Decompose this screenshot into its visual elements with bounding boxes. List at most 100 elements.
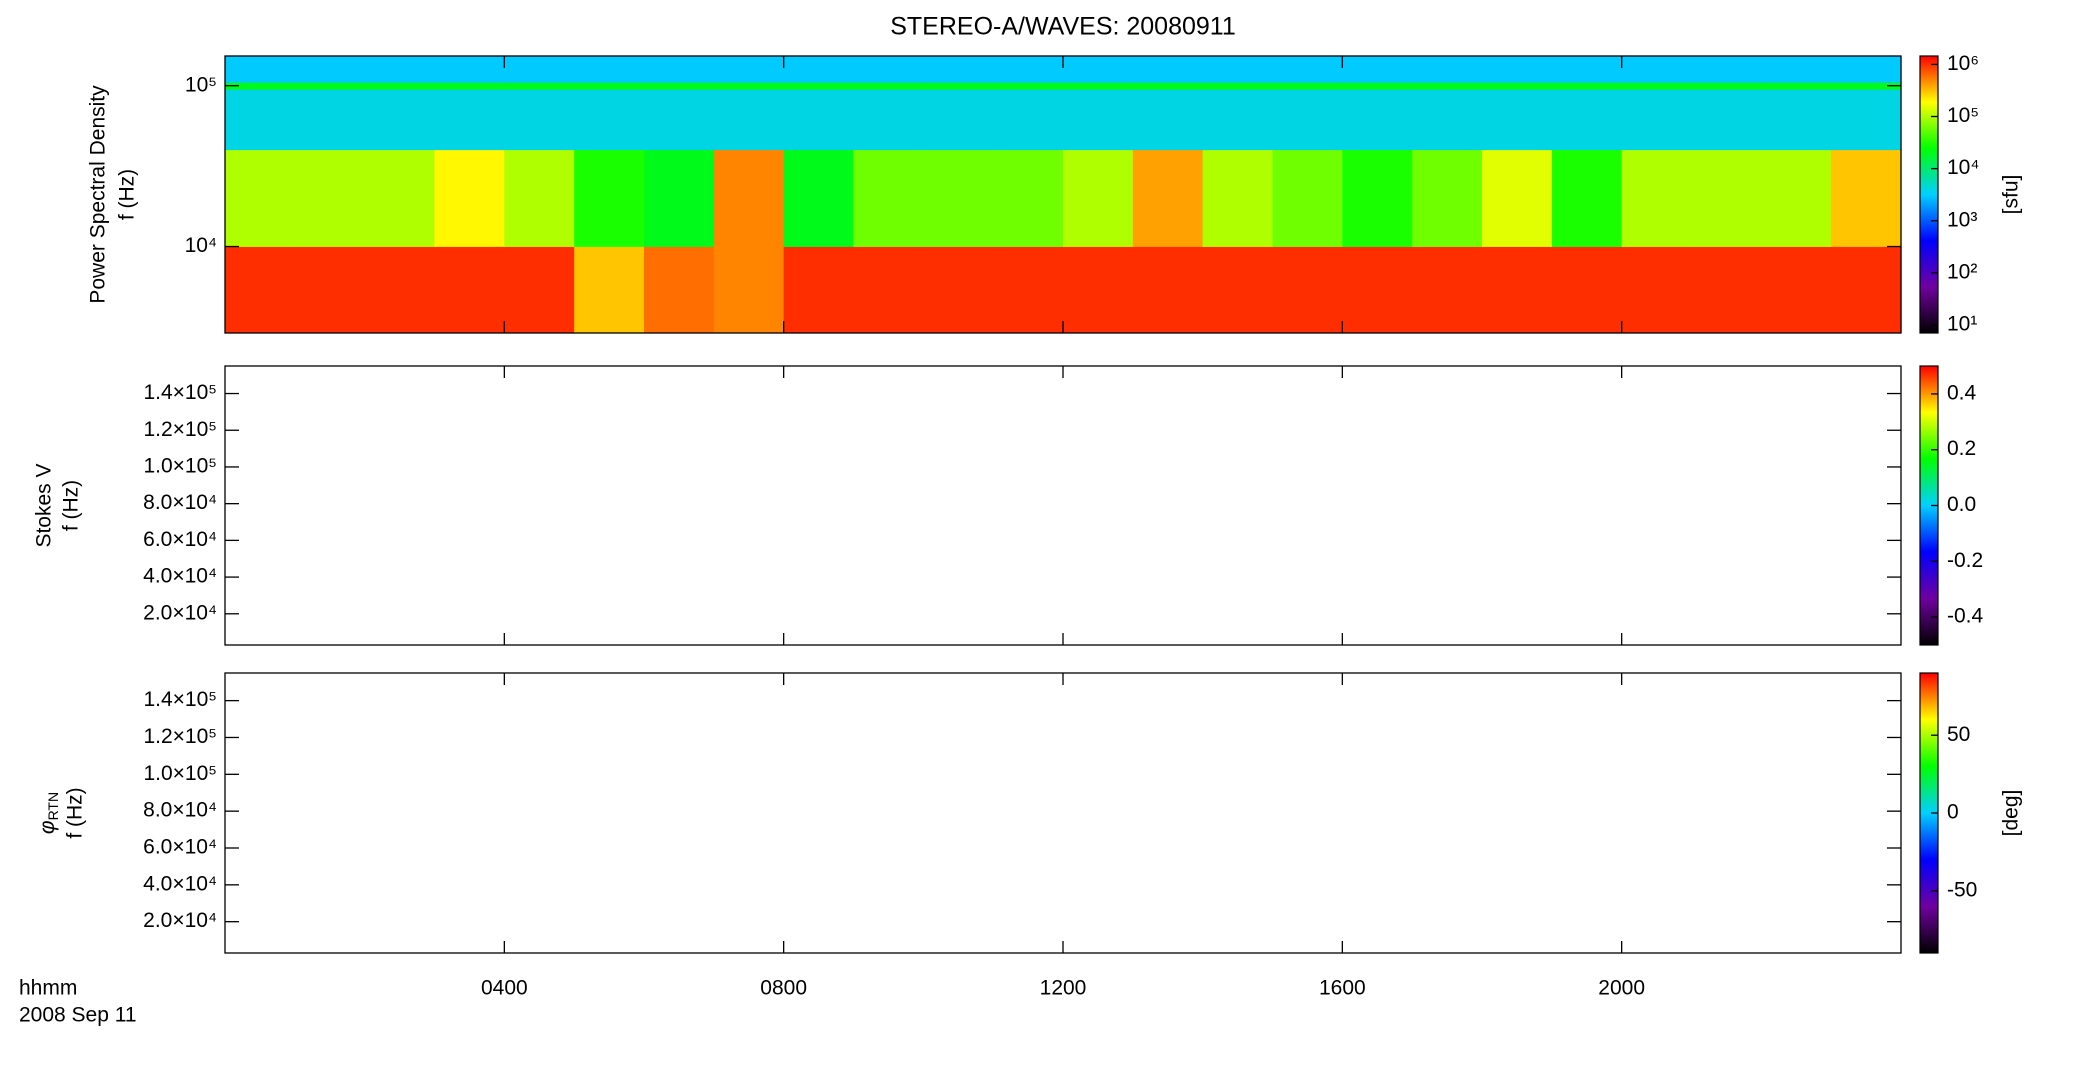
heatmap-cell	[294, 56, 366, 83]
heatmap-cell	[1621, 56, 1693, 83]
colorbar-tick-label: 50	[1947, 723, 1970, 746]
heatmap-cell	[1342, 82, 1413, 90]
heatmap-cell	[853, 89, 924, 151]
heatmap-cell	[1202, 246, 1274, 334]
heatmap-cell	[783, 149, 855, 247]
heatmap-cell	[713, 89, 785, 151]
y-tick-label: 6.0×10⁴	[143, 836, 217, 859]
y-tick-label: 4.0×10⁴	[143, 872, 217, 895]
heatmap-cell	[1063, 56, 1134, 83]
y-tick-label: 6.0×10⁴	[143, 528, 217, 551]
heatmap-cell	[225, 56, 296, 83]
y-tick-label: 1.0×10⁵	[143, 455, 217, 478]
date-label: 2008 Sep 11	[19, 1004, 137, 1027]
heatmap-cell	[1063, 82, 1134, 90]
colorbar-tick-label: -50	[1947, 878, 1977, 901]
heatmap-cell	[783, 82, 855, 90]
y-tick-label: 1.0×10⁵	[143, 762, 217, 785]
heatmap-cell	[1132, 149, 1204, 247]
heatmap-cell	[225, 82, 296, 90]
x-tick-label: 0800	[760, 977, 807, 1000]
heatmap-cell	[294, 246, 366, 334]
heatmap-cell	[1412, 56, 1483, 83]
colorbar-label: [deg]	[2000, 790, 2023, 837]
heatmap-cell	[713, 82, 785, 90]
heatmap-cell	[644, 56, 715, 83]
heatmap-cell	[644, 246, 715, 334]
colorbar-tick-label: 0	[1947, 801, 1959, 824]
heatmap-cell	[853, 149, 924, 247]
heatmap-cell	[1691, 246, 1762, 334]
heatmap-cell	[364, 56, 436, 83]
heatmap-cell	[1132, 56, 1204, 83]
heatmap-cell	[923, 149, 994, 247]
heatmap-cell	[1412, 149, 1483, 247]
heatmap-cell	[434, 89, 505, 151]
colorbar-tick-label: 10⁵	[1947, 104, 1979, 127]
y-tick-label: 1.4×10⁵	[143, 688, 217, 711]
y-tick-label: 8.0×10⁴	[143, 799, 217, 822]
heatmap-cell	[434, 246, 505, 334]
heatmap-cell	[783, 56, 855, 83]
heatmap-cell	[1202, 149, 1274, 247]
heatmap-cell	[504, 246, 575, 334]
x-tick-label: 0400	[481, 977, 528, 1000]
heatmap-cell	[1761, 89, 1832, 151]
y-tick-label: 10⁴	[185, 234, 217, 257]
heatmap-cell	[294, 82, 366, 90]
colorbar-tick-label: -0.4	[1947, 605, 1984, 628]
heatmap-cell	[1831, 89, 1902, 151]
x-tick-label: 1200	[1040, 977, 1087, 1000]
heatmap-cell	[1691, 82, 1762, 90]
colorbar-tick-label: 0.2	[1947, 437, 1976, 460]
heatmap-cell	[1202, 89, 1274, 151]
heatmap-cell	[364, 89, 436, 151]
colorbar-label: [sfu]	[2000, 175, 2023, 215]
y-tick-label: 2.0×10⁴	[143, 909, 217, 932]
y-tick-label: 1.2×10⁵	[143, 725, 217, 748]
heatmap-cell	[923, 89, 994, 151]
heatmap-cell	[993, 246, 1064, 334]
heatmap-cell	[1272, 89, 1343, 151]
heatmap-cell	[1691, 149, 1762, 247]
heatmap-cell	[574, 89, 645, 151]
y-axis-label: φRTN	[36, 792, 61, 834]
heatmap-cell	[1342, 56, 1413, 83]
heatmap-cell	[1761, 56, 1832, 83]
heatmap-cell	[1482, 89, 1553, 151]
heatmap-cell	[1132, 246, 1204, 334]
heatmap-cell	[1831, 246, 1902, 334]
heatmap-cell	[644, 82, 715, 90]
heatmap-cell	[993, 149, 1064, 247]
heatmap-cell	[713, 149, 785, 247]
heatmap-cell	[1202, 56, 1274, 83]
heatmap-cell	[1761, 82, 1832, 90]
heatmap-cell	[1412, 89, 1483, 151]
heatmap-cell	[1202, 82, 1274, 90]
heatmap-cell	[1482, 246, 1553, 334]
heatmap-cell	[504, 82, 575, 90]
plot-frame	[224, 672, 1902, 954]
y-tick-label: 8.0×10⁴	[143, 491, 217, 514]
heatmap-cell	[1272, 246, 1343, 334]
y-axis-label-symbol: φ	[36, 820, 59, 834]
heatmap-cell	[434, 56, 505, 83]
heatmap-cell	[504, 56, 575, 83]
heatmap-cell	[294, 89, 366, 151]
heatmap-cell	[1691, 89, 1762, 151]
heatmap-cell	[1551, 89, 1623, 151]
heatmap-cell	[713, 56, 785, 83]
heatmap-cell	[364, 82, 436, 90]
heatmap-cell	[783, 246, 855, 334]
heatmap-cell	[1412, 82, 1483, 90]
y-tick-label: 1.2×10⁵	[143, 418, 217, 441]
heatmap-cell	[1412, 246, 1483, 334]
heatmap-cell	[853, 82, 924, 90]
colorbar-tick-label: -0.2	[1947, 549, 1983, 572]
heatmap-cell	[1132, 82, 1204, 90]
x-tick-label: 2000	[1598, 977, 1645, 1000]
heatmap-cell	[1272, 82, 1343, 90]
colorbar-tick-label: 0.4	[1947, 381, 1977, 404]
heatmap-cell	[853, 246, 924, 334]
heatmap-cell	[1621, 89, 1693, 151]
